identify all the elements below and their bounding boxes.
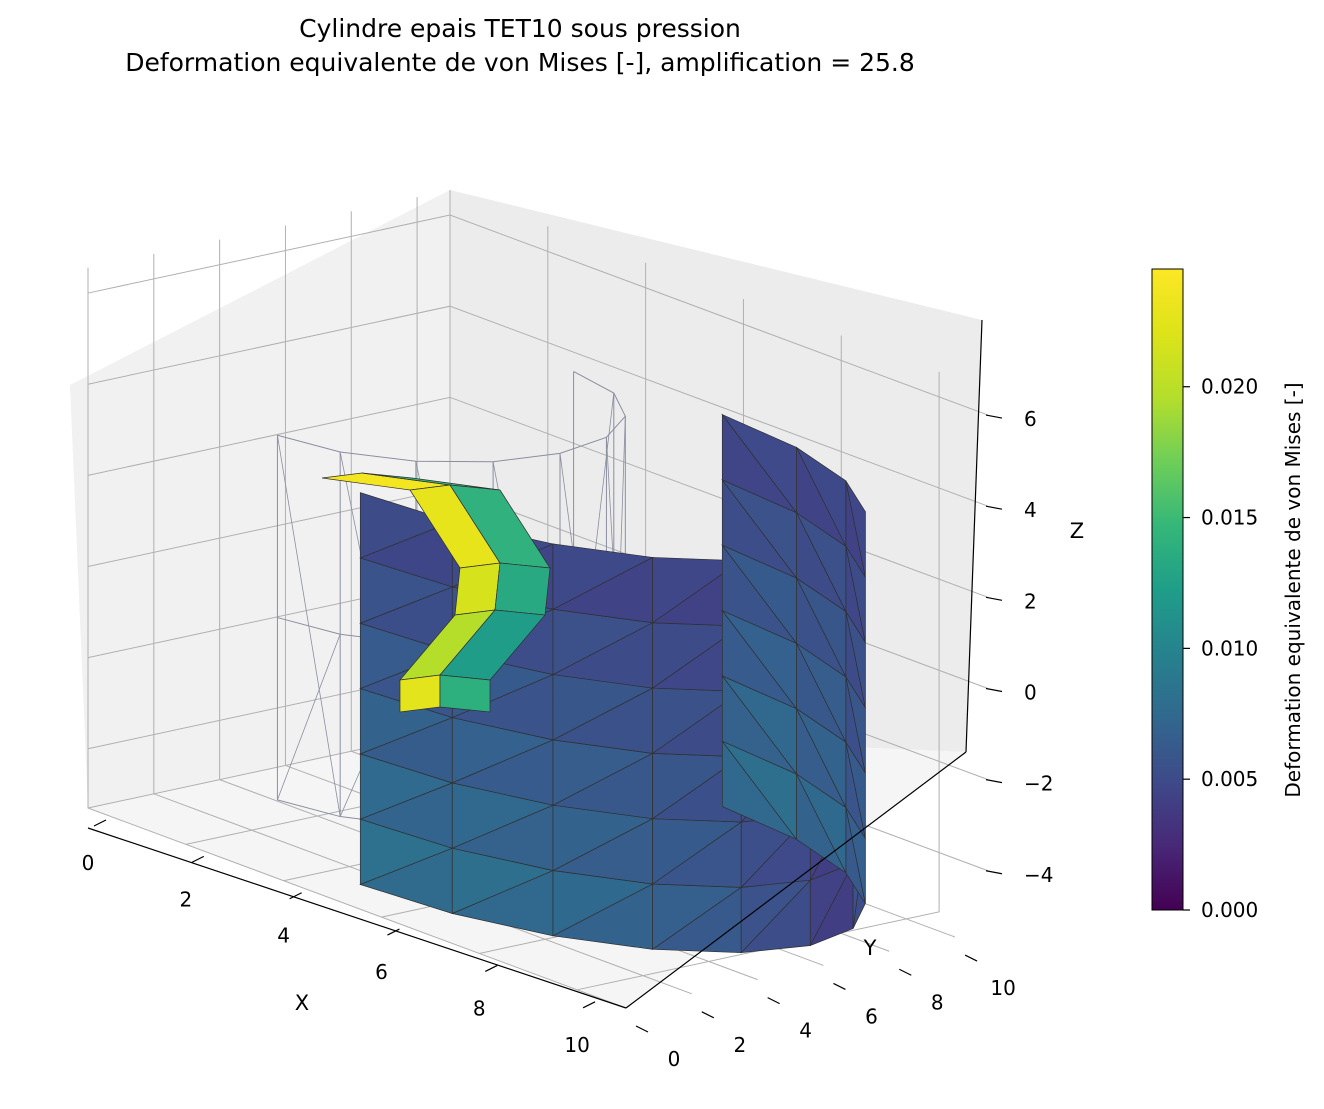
wire-diag — [277, 634, 341, 800]
z-tick — [985, 870, 1003, 875]
deformed-surface — [321, 413, 866, 954]
z-tick — [985, 505, 1003, 510]
x-tick — [93, 819, 107, 827]
y-ticks: 0 2 4 6 8 10 — [635, 954, 1016, 1071]
z-tick — [985, 596, 1003, 601]
y-tick-label: 10 — [990, 976, 1015, 1000]
z-axis-line — [965, 319, 983, 753]
z-tick — [985, 779, 1003, 784]
colorbar — [1151, 268, 1184, 911]
colorbar-ticks: 0.000 0.005 0.010 0.015 0.020 — [1183, 375, 1258, 922]
y-axis-label: Y — [863, 936, 877, 960]
z-tick-label: 0 — [1024, 680, 1037, 704]
z-tick — [985, 414, 1003, 419]
wire-diag — [277, 435, 341, 817]
colorbar-tick-label: 0.015 — [1201, 506, 1258, 530]
y-tick — [833, 982, 846, 990]
x-tick — [191, 855, 205, 863]
surface-facet — [399, 674, 441, 713]
surface-facet — [359, 492, 454, 559]
y-tick — [964, 954, 978, 962]
chart-subtitle: Deformation equivalente de von Mises [-]… — [125, 48, 915, 77]
z-tick-label: 2 — [1024, 589, 1037, 613]
x-tick-label: 2 — [179, 887, 192, 911]
z-tick-label: −4 — [1024, 863, 1053, 887]
x-tick-label: 0 — [82, 851, 95, 875]
x-tick — [485, 964, 498, 972]
y-tick-label: 2 — [733, 1033, 746, 1057]
pane-left — [70, 190, 450, 808]
surface-facet — [795, 446, 847, 547]
surface-facet — [652, 557, 743, 624]
y-tick — [899, 968, 912, 976]
z-tick-label: 6 — [1024, 407, 1037, 431]
y-tick-label: 0 — [668, 1047, 681, 1071]
z-tick-label: 4 — [1024, 498, 1037, 522]
x-tick — [582, 1001, 596, 1009]
colorbar-tick-label: 0.005 — [1201, 767, 1258, 791]
colorbar-label: Deformation equivalente de von Mises [-] — [1281, 382, 1305, 797]
y-tick — [635, 1025, 649, 1033]
surface-facet — [439, 674, 491, 713]
colorbar-tick-label: 0.010 — [1201, 636, 1258, 660]
colorbar-tick-label: 0.020 — [1201, 375, 1258, 399]
z-tick-label: −2 — [1024, 772, 1053, 796]
surface-facet — [494, 562, 551, 616]
x-axis-line — [87, 827, 627, 1009]
colorbar-tick-label: 0.000 — [1201, 898, 1258, 922]
surface-facet — [845, 480, 866, 577]
z-axis-label: Z — [1070, 519, 1084, 543]
x-tick — [387, 928, 400, 936]
z-tick — [985, 687, 1003, 693]
grid-line-z — [87, 305, 989, 507]
surface-facet — [552, 543, 654, 610]
y-tick — [767, 997, 780, 1005]
surface-facet — [721, 413, 797, 514]
grid-line-x — [576, 371, 940, 991]
grid-line-y — [87, 268, 627, 1009]
surface-facet — [454, 562, 501, 616]
grid-line-z — [87, 214, 989, 416]
x-axis-label: X — [295, 991, 309, 1015]
z-ticks: −4 −2 0 2 4 6 — [985, 407, 1053, 887]
y-tick-label: 8 — [931, 990, 944, 1014]
y-axis-line — [625, 751, 967, 1009]
y-tick-label: 4 — [799, 1019, 812, 1043]
x-ticks: 0 2 4 6 8 10 — [82, 819, 596, 1057]
x-tick-label: 8 — [473, 996, 486, 1020]
y-tick — [701, 1011, 715, 1019]
x-tick-label: 6 — [375, 960, 388, 984]
x-tick-label: 10 — [564, 1033, 589, 1057]
x-tick — [289, 892, 302, 900]
x-tick-label: 4 — [277, 924, 290, 948]
chart-title: Cylindre epais TET10 sous pression — [299, 14, 741, 43]
y-tick-label: 6 — [865, 1004, 878, 1028]
